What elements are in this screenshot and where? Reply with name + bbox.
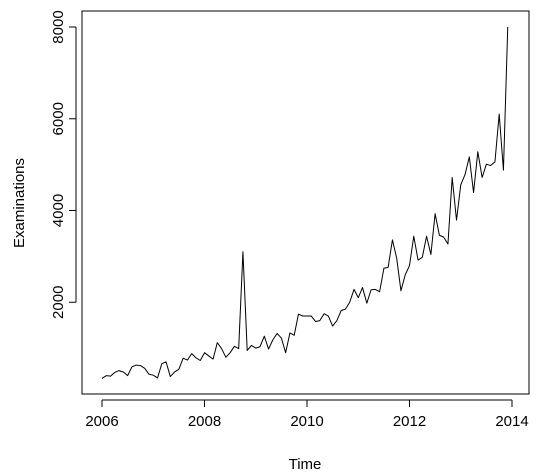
x-tick-label: 2012 [393, 413, 426, 430]
series-layer [101, 26, 509, 379]
x-axis-label: Time [289, 456, 322, 473]
plot-box [81, 10, 530, 395]
x-tick-label: 2014 [495, 413, 528, 430]
series-line [101, 26, 509, 379]
x-axis: 2006 2008 2010 2012 2014 [85, 399, 529, 430]
y-tick-label: 8000 [50, 10, 67, 43]
y-axis-label: Examinations [11, 158, 28, 248]
x-tick-label: 2008 [188, 413, 221, 430]
y-tick-label: 2000 [50, 286, 67, 319]
y-tick-label: 6000 [50, 102, 67, 135]
x-tick-label: 2006 [85, 413, 118, 430]
y-axis: 2000 4000 6000 8000 [50, 10, 77, 319]
y-tick-label: 4000 [50, 194, 67, 227]
x-tick-label: 2010 [290, 413, 323, 430]
